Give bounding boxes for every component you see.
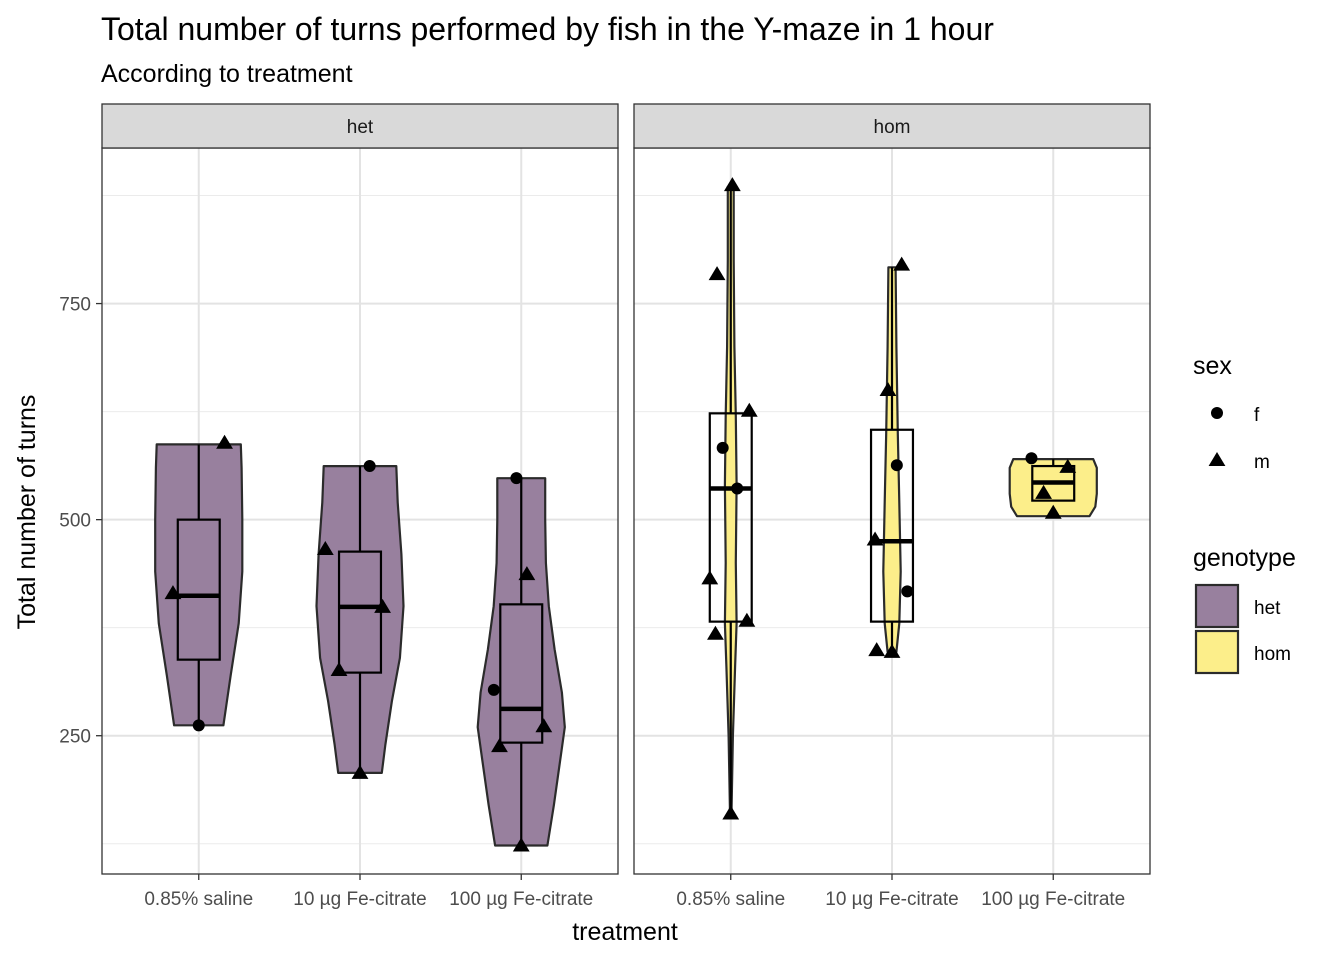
legend-label-het: het	[1254, 598, 1281, 619]
x-tick-label: 10 µg Fe-citrate	[825, 889, 958, 910]
box-iqr	[499, 603, 544, 744]
point-m	[330, 662, 348, 677]
point-m	[518, 566, 536, 581]
point-m	[1035, 484, 1052, 499]
point-m	[740, 402, 758, 417]
point-f	[901, 585, 914, 598]
legend-label-hom: hom	[1254, 644, 1291, 665]
point-m	[866, 531, 884, 546]
facet-strip-label: hom	[874, 117, 911, 138]
legend-label-f: f	[1254, 405, 1260, 426]
point-m	[707, 625, 724, 640]
legend: sex f m genotype het hom	[1193, 352, 1296, 675]
point-f	[890, 459, 903, 472]
point-f	[510, 472, 523, 485]
point-f	[716, 441, 729, 454]
x-tick-label: 100 µg Fe-citrate	[449, 889, 593, 910]
point-m	[879, 382, 897, 396]
x-tick-label: 0.85% saline	[676, 889, 785, 910]
point-m	[351, 764, 369, 779]
box-iqr	[708, 412, 753, 623]
y-axis-title: Total number of turns	[13, 395, 41, 630]
point-m	[701, 570, 719, 585]
point-f	[363, 460, 376, 473]
point-m	[535, 718, 553, 733]
point-m	[722, 805, 740, 820]
point-m	[512, 837, 530, 852]
legend-label-m: m	[1254, 452, 1270, 473]
chart-subtitle: According to treatment	[101, 60, 353, 88]
facet-strip	[633, 103, 1151, 149]
point-m	[868, 642, 886, 657]
facet-strip-label: het	[347, 117, 374, 138]
legend-key-het	[1194, 583, 1240, 629]
point-f	[1025, 452, 1038, 465]
y-tick-label: 250	[59, 727, 91, 748]
point-m	[738, 612, 756, 627]
point-f	[731, 482, 744, 495]
plot-area: het 0.85% saline 10 µg Fe-citrate 100 µg Fe…	[59, 103, 1151, 910]
violin-hom-2	[882, 266, 902, 653]
point-f	[192, 719, 205, 732]
point-m	[491, 738, 508, 753]
facet-strip	[101, 103, 619, 149]
box-iqr	[176, 518, 221, 661]
point-m	[708, 266, 726, 281]
violin-het-3	[476, 477, 566, 847]
y-tick-label: 500	[59, 511, 91, 532]
point-m	[893, 256, 911, 271]
point-m	[164, 585, 182, 600]
point-m	[883, 643, 901, 658]
point-m	[723, 177, 741, 192]
violin-het-2	[315, 465, 405, 774]
legend-title-genotype: genotype	[1193, 544, 1296, 572]
legend-key-f	[1211, 407, 1223, 419]
point-m	[316, 541, 334, 556]
x-axis-title: treatment	[572, 918, 678, 946]
point-f	[487, 683, 500, 696]
legend-title-sex: sex	[1193, 352, 1232, 380]
legend-key-hom	[1194, 629, 1240, 675]
point-m	[374, 598, 391, 613]
x-tick-label: 0.85% saline	[144, 889, 253, 910]
x-tick-label: 10 µg Fe-citrate	[293, 889, 426, 910]
x-tick-label: 100 µg Fe-citrate	[981, 889, 1125, 910]
point-m	[216, 434, 233, 449]
point-m	[1044, 504, 1062, 519]
legend-key-m	[1208, 452, 1226, 466]
y-tick-label: 750	[59, 295, 91, 316]
point-m	[1059, 458, 1077, 473]
box-iqr	[869, 428, 915, 623]
chart-title: Total number of turns performed by fish …	[101, 11, 994, 47]
